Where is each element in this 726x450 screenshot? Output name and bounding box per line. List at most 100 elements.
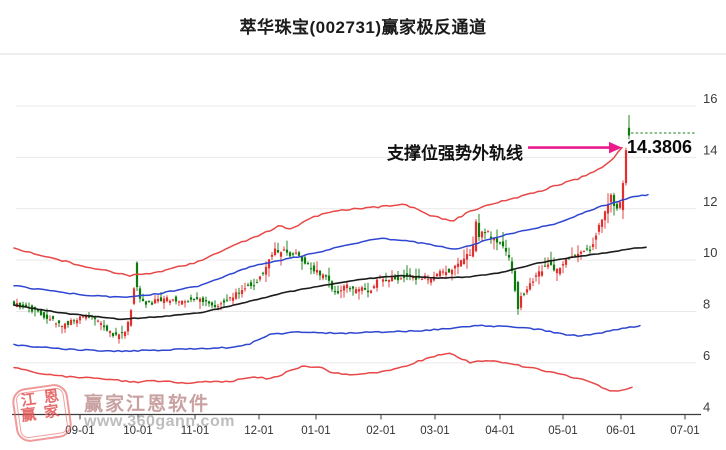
candle xyxy=(513,268,517,293)
y-tick-label: 8 xyxy=(703,297,710,312)
candle xyxy=(498,241,502,245)
candle xyxy=(123,331,127,339)
candle xyxy=(453,264,457,276)
chart-title: 萃华珠宝(002731)赢家极反通道 xyxy=(239,18,487,37)
candle xyxy=(354,286,358,294)
candle xyxy=(441,268,445,276)
candle xyxy=(504,239,508,256)
x-tick-label: 12-01 xyxy=(244,425,273,437)
candle xyxy=(201,296,205,306)
candle xyxy=(396,271,400,284)
candle xyxy=(438,269,442,278)
candle xyxy=(228,296,232,302)
candle xyxy=(522,292,526,297)
candle xyxy=(507,247,511,261)
watermark-brand-text: 赢家江恩软件 xyxy=(84,394,211,415)
candle xyxy=(168,299,172,306)
candle xyxy=(447,268,451,273)
y-tick-label: 10 xyxy=(703,245,717,260)
inner-upper-rail-line xyxy=(13,193,649,299)
candle xyxy=(465,247,469,269)
candle xyxy=(606,193,610,224)
candle xyxy=(192,298,196,302)
candle xyxy=(582,250,586,253)
candle xyxy=(561,261,565,274)
candle xyxy=(339,285,343,299)
x-tick-label: 02-01 xyxy=(366,425,395,437)
x-tick-label: 01-01 xyxy=(301,425,330,437)
candle xyxy=(234,288,238,300)
candle xyxy=(102,320,106,331)
candle xyxy=(627,115,631,140)
outer-upper-rail-line xyxy=(13,146,623,277)
candle xyxy=(555,268,559,281)
candle xyxy=(225,294,229,302)
candle xyxy=(171,298,175,302)
candle xyxy=(483,228,487,239)
candle xyxy=(210,301,214,309)
candle xyxy=(615,201,619,211)
candle xyxy=(96,319,100,323)
candle xyxy=(336,285,340,295)
candle xyxy=(312,262,316,275)
candle xyxy=(600,218,604,233)
candle xyxy=(528,277,532,291)
candle xyxy=(231,292,235,305)
candle xyxy=(489,231,493,244)
channel-lines xyxy=(13,146,649,392)
x-tick-label: 06-01 xyxy=(606,425,635,437)
x-tick-label: 03-01 xyxy=(420,425,449,437)
candle xyxy=(258,275,262,282)
support-annotation-value: 14.3806 xyxy=(627,137,693,157)
candle xyxy=(120,325,124,339)
candle xyxy=(69,318,73,326)
candle xyxy=(306,261,310,265)
candle xyxy=(405,265,409,281)
candle xyxy=(495,229,499,251)
y-tick-label: 12 xyxy=(703,194,717,209)
candle xyxy=(150,300,154,306)
candle xyxy=(162,295,166,309)
candle xyxy=(60,325,64,334)
y-tick-label: 6 xyxy=(703,348,710,363)
candle xyxy=(108,330,112,338)
candle xyxy=(546,257,550,270)
candle xyxy=(477,213,481,241)
candle xyxy=(570,247,574,258)
candle xyxy=(57,320,61,328)
candle xyxy=(144,300,148,308)
candle xyxy=(204,296,208,307)
candle xyxy=(138,285,142,303)
x-tick-label: 10-01 xyxy=(123,425,152,437)
candle xyxy=(408,268,412,281)
candle xyxy=(324,274,328,280)
candle xyxy=(480,230,484,242)
candle xyxy=(270,252,274,261)
candle xyxy=(147,300,151,303)
candle xyxy=(330,280,334,292)
candle xyxy=(189,294,193,303)
candle xyxy=(357,286,361,300)
candle xyxy=(111,332,115,338)
candle xyxy=(456,257,460,275)
candle xyxy=(165,295,169,303)
candle xyxy=(222,298,226,307)
candle xyxy=(48,315,52,321)
candle xyxy=(21,301,25,310)
watermark-url-text: www.360gann.com xyxy=(84,413,235,430)
x-tick-label: 09-01 xyxy=(65,425,94,437)
candle xyxy=(549,251,553,266)
candle xyxy=(54,322,58,328)
candle xyxy=(255,279,259,284)
candle xyxy=(321,273,325,281)
candle xyxy=(261,271,265,276)
candle xyxy=(207,300,211,307)
candle xyxy=(72,318,76,325)
inner-lower-rail-line xyxy=(13,324,641,353)
candle xyxy=(186,299,190,303)
candle xyxy=(366,282,370,298)
candle xyxy=(237,287,241,299)
candle xyxy=(126,320,130,336)
